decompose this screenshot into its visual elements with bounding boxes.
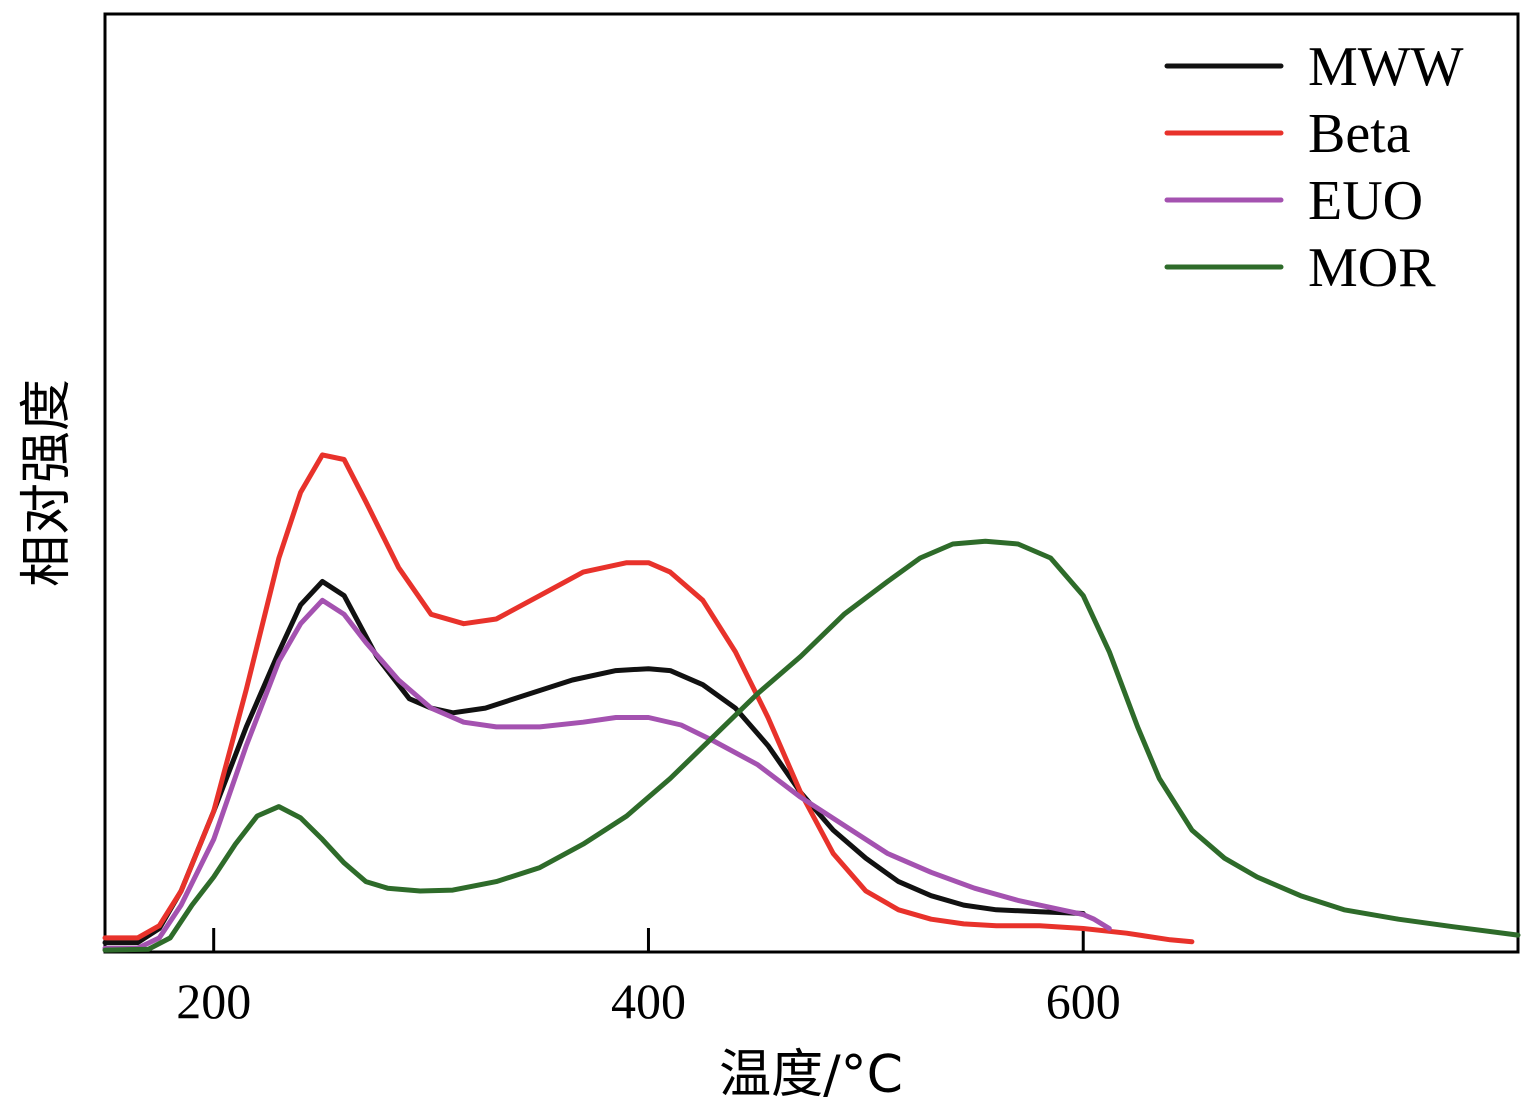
- series-line-mor: [102, 538, 1521, 953]
- x-tick-label-400: 400: [611, 973, 686, 1029]
- plot-frame: [103, 12, 1520, 954]
- x-tick-label-200: 200: [176, 973, 251, 1029]
- legend-label-mww: MWW: [1308, 36, 1464, 98]
- legend-label-euo: EUO: [1308, 170, 1423, 232]
- x-axis-label: 温度/°C: [719, 1045, 903, 1105]
- legend-label-mor: MOR: [1308, 237, 1436, 299]
- x-tick-label-600: 600: [1046, 973, 1121, 1029]
- series-line-euo: [102, 597, 1112, 951]
- series-lines: [102, 452, 1521, 953]
- series-line-mww: [102, 579, 1086, 946]
- x-ticks: 200 400 600: [176, 928, 1121, 1029]
- series-line-beta: [102, 452, 1195, 945]
- legend-label-beta: Beta: [1308, 103, 1411, 165]
- y-axis-label: 相对强度: [17, 379, 77, 587]
